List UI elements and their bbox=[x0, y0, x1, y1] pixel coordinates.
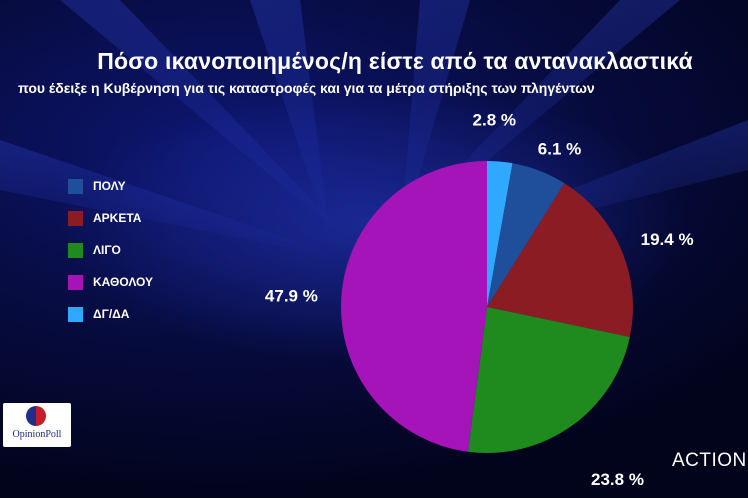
legend-swatch bbox=[68, 210, 83, 226]
logo-text: OpinionPoll bbox=[12, 429, 62, 440]
pie-slice bbox=[467, 307, 630, 454]
pie-slice bbox=[487, 183, 634, 338]
legend-label: ΑΡΚΕΤΑ bbox=[93, 211, 142, 225]
logo-circle-icon bbox=[26, 406, 46, 426]
legend-swatch bbox=[68, 274, 83, 290]
legend-label: ΔΓ/ΔΑ bbox=[93, 307, 130, 321]
pie-slice bbox=[487, 163, 565, 307]
legend-label: ΛΙΓΟ bbox=[93, 243, 121, 257]
chart-subtitle: που έδειξε η Κυβέρνηση για τις καταστροφ… bbox=[18, 80, 595, 96]
legend-item: ΔΓ/ΔΑ bbox=[68, 306, 153, 322]
pie-slice bbox=[487, 161, 513, 307]
legend-swatch bbox=[68, 242, 83, 258]
legend-label: ΠΟΛΥ bbox=[93, 179, 126, 193]
pie-slice bbox=[341, 161, 487, 452]
legend-label: ΚΑΘΟΛΟΥ bbox=[93, 275, 154, 289]
slice-value-label: 19.4 % bbox=[641, 230, 694, 249]
legend-item: ΑΡΚΕΤΑ bbox=[68, 210, 153, 226]
slice-value-label: 47.9 % bbox=[265, 287, 318, 306]
legend-swatch bbox=[68, 306, 83, 322]
opinion-poll-logo: OpinionPoll bbox=[3, 403, 71, 447]
slice-value-label: 23.8 % bbox=[591, 470, 644, 489]
slice-value-label: 6.1 % bbox=[538, 140, 581, 159]
action-brand: ACTION bbox=[672, 450, 747, 471]
legend-item: ΛΙΓΟ bbox=[68, 242, 153, 258]
legend-item: ΠΟΛΥ bbox=[68, 178, 153, 194]
legend-item: ΚΑΘΟΛΟΥ bbox=[68, 274, 153, 290]
chart-title: Πόσο ικανοποιημένος/η είστε από τα ανταν… bbox=[97, 48, 693, 74]
slice-value-label: 2.8 % bbox=[473, 111, 516, 130]
chart-legend: ΠΟΛΥ ΑΡΚΕΤΑ ΛΙΓΟ ΚΑΘΟΛΟΥ ΔΓ/ΔΑ bbox=[68, 178, 153, 338]
legend-swatch bbox=[68, 178, 83, 194]
